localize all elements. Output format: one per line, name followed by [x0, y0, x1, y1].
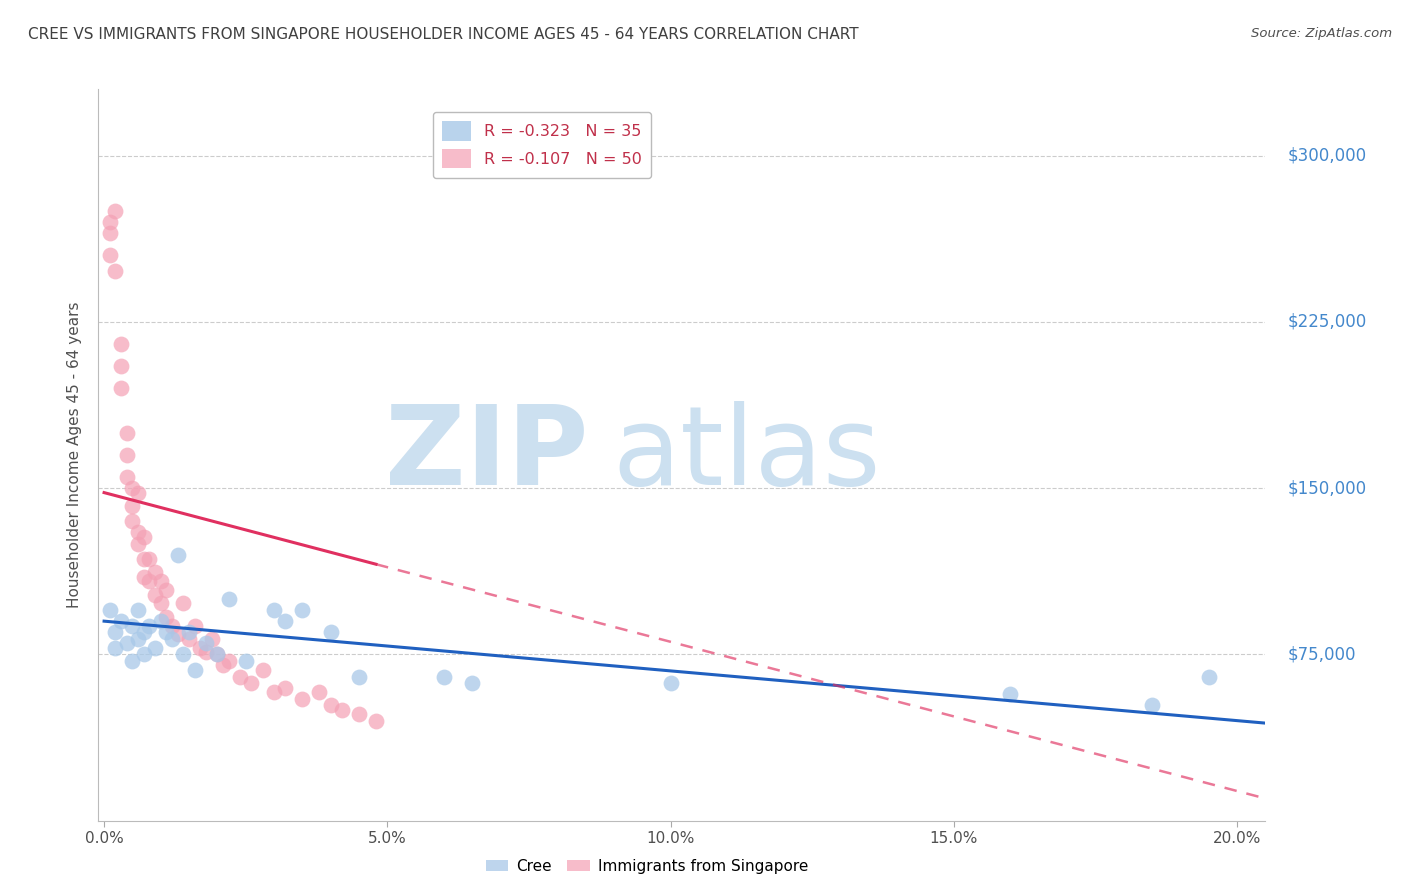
Text: $300,000: $300,000 — [1288, 146, 1367, 165]
Point — [121, 481, 143, 495]
Point — [166, 548, 188, 562]
Point — [235, 654, 257, 668]
Point — [177, 632, 200, 646]
Point — [132, 625, 155, 640]
Point — [229, 669, 252, 683]
Point — [252, 663, 274, 677]
Text: ZIP: ZIP — [385, 401, 589, 508]
Point — [104, 640, 127, 655]
Point — [433, 669, 456, 683]
Point — [115, 448, 138, 462]
Point — [127, 485, 149, 500]
Point — [190, 640, 212, 655]
Point — [115, 425, 138, 440]
Point — [166, 627, 188, 641]
Text: $225,000: $225,000 — [1288, 313, 1367, 331]
Point — [160, 618, 183, 632]
Point — [172, 648, 194, 662]
Point — [291, 691, 314, 706]
Point — [308, 685, 330, 699]
Point — [1198, 669, 1220, 683]
Point — [347, 669, 370, 683]
Point — [274, 681, 297, 695]
Point — [98, 227, 121, 241]
Point — [155, 609, 177, 624]
Point — [104, 625, 127, 640]
Point — [207, 648, 229, 662]
Point — [212, 658, 235, 673]
Point — [132, 552, 155, 566]
Point — [121, 654, 143, 668]
Point — [149, 574, 172, 589]
Point — [138, 574, 160, 589]
Legend: Cree, Immigrants from Singapore: Cree, Immigrants from Singapore — [479, 853, 814, 880]
Point — [240, 676, 263, 690]
Point — [98, 215, 121, 229]
Point — [461, 676, 484, 690]
Text: CREE VS IMMIGRANTS FROM SINGAPORE HOUSEHOLDER INCOME AGES 45 - 64 YEARS CORRELAT: CREE VS IMMIGRANTS FROM SINGAPORE HOUSEH… — [28, 27, 859, 42]
Point — [127, 632, 149, 646]
Point — [218, 592, 240, 607]
Point — [104, 264, 127, 278]
Point — [347, 707, 370, 722]
Point — [149, 614, 172, 628]
Point — [274, 614, 297, 628]
Text: $150,000: $150,000 — [1288, 479, 1367, 497]
Point — [659, 676, 682, 690]
Point — [263, 685, 285, 699]
Point — [138, 618, 160, 632]
Point — [183, 663, 205, 677]
Point — [110, 614, 132, 628]
Point — [172, 596, 194, 610]
Point — [195, 645, 218, 659]
Point — [1140, 698, 1163, 713]
Point — [132, 530, 155, 544]
Point — [104, 204, 127, 219]
Point — [115, 470, 138, 484]
Point — [127, 603, 149, 617]
Legend: R = -0.323   N = 35, R = -0.107   N = 50: R = -0.323 N = 35, R = -0.107 N = 50 — [433, 112, 651, 178]
Point — [115, 636, 138, 650]
Point — [143, 640, 166, 655]
Point — [132, 570, 155, 584]
Point — [218, 654, 240, 668]
Point — [319, 698, 342, 713]
Point — [263, 603, 285, 617]
Y-axis label: Householder Income Ages 45 - 64 years: Householder Income Ages 45 - 64 years — [67, 301, 83, 608]
Point — [319, 625, 342, 640]
Point — [330, 703, 353, 717]
Point — [143, 566, 166, 580]
Point — [183, 618, 205, 632]
Point — [127, 525, 149, 540]
Point — [127, 536, 149, 550]
Point — [207, 648, 229, 662]
Point — [149, 596, 172, 610]
Point — [1000, 687, 1022, 701]
Point — [98, 603, 121, 617]
Point — [110, 337, 132, 351]
Point — [160, 632, 183, 646]
Point — [110, 381, 132, 395]
Point — [155, 625, 177, 640]
Text: $75,000: $75,000 — [1288, 646, 1357, 664]
Point — [155, 583, 177, 598]
Point — [177, 625, 200, 640]
Point — [98, 248, 121, 262]
Point — [291, 603, 314, 617]
Text: atlas: atlas — [612, 401, 880, 508]
Point — [121, 515, 143, 529]
Point — [201, 632, 224, 646]
Point — [195, 636, 218, 650]
Text: Source: ZipAtlas.com: Source: ZipAtlas.com — [1251, 27, 1392, 40]
Point — [138, 552, 160, 566]
Point — [364, 714, 387, 728]
Point — [143, 588, 166, 602]
Point — [121, 618, 143, 632]
Point — [132, 648, 155, 662]
Point — [121, 499, 143, 513]
Point — [110, 359, 132, 374]
